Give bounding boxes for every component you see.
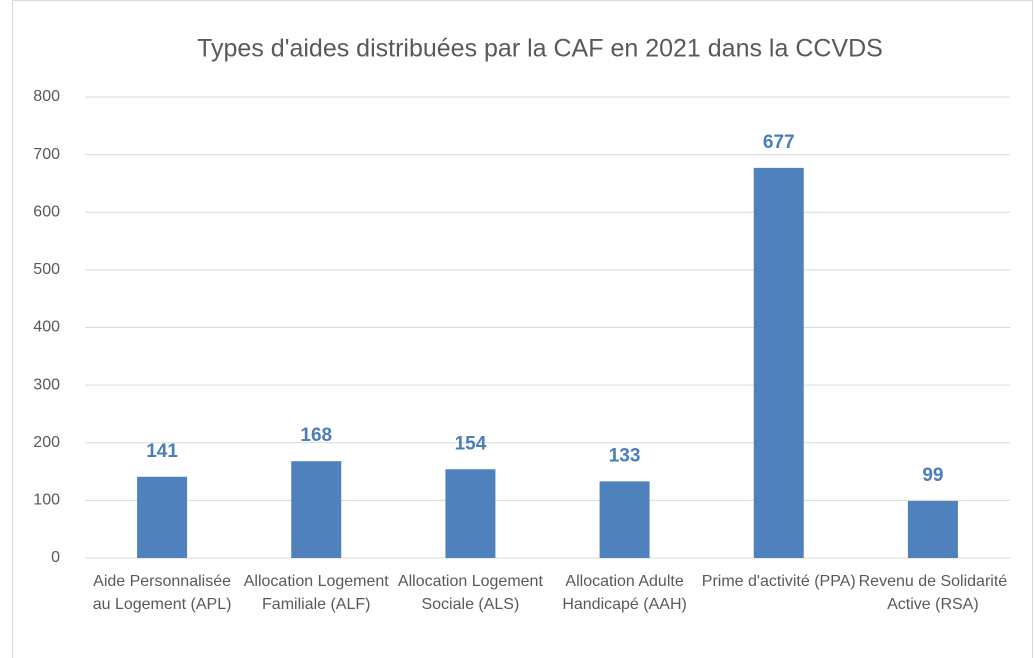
y-tick-label: 700 — [33, 146, 60, 163]
chart-title: Types d'aides distribuées par la CAF en … — [197, 35, 883, 63]
y-tick-label: 400 — [33, 319, 60, 336]
x-tick-label: Allocation Adulte Handicapé (AAH) — [562, 573, 687, 613]
x-tick-label: Aide Personnalisée au Logement (APL) — [92, 573, 232, 613]
y-tick-label: 300 — [33, 376, 60, 393]
y-tick-label: 200 — [33, 434, 60, 451]
bar — [753, 167, 804, 558]
bar — [291, 461, 342, 558]
data-label: 133 — [609, 445, 641, 466]
bar — [137, 476, 188, 558]
bar — [445, 469, 496, 558]
y-tick-label: 800 — [33, 88, 60, 105]
bar — [599, 481, 650, 558]
data-label: 99 — [922, 465, 943, 486]
data-label: 168 — [300, 425, 332, 446]
x-tick-label: Allocation Logement Sociale (ALS) — [397, 573, 543, 613]
x-tick-label: Allocation Logement Familiale (ALF) — [243, 573, 389, 613]
chart-frame — [12, 0, 1033, 658]
data-label: 154 — [455, 433, 487, 454]
bar — [907, 500, 958, 558]
data-label: 141 — [146, 441, 178, 462]
y-tick-label: 500 — [33, 261, 60, 278]
y-tick-label: 600 — [33, 203, 60, 220]
data-label: 677 — [763, 132, 795, 153]
x-tick-label: Prime d'activité (PPA) — [701, 573, 856, 590]
x-tick-label: Revenu de Solidarité Active (RSA) — [858, 573, 1008, 613]
y-tick-label: 100 — [33, 492, 60, 509]
y-tick-label: 0 — [51, 549, 60, 566]
